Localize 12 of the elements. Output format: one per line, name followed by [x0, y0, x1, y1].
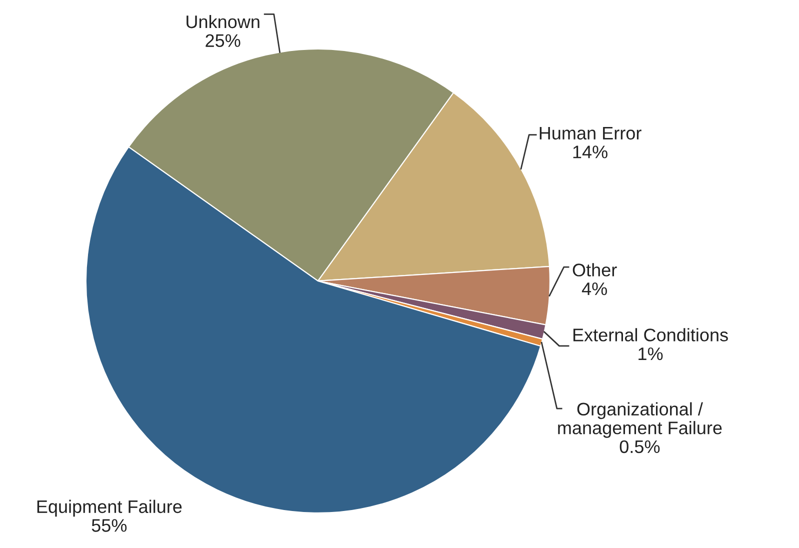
- slice-label: Other: [572, 263, 617, 276]
- slice-label: Unknown: [186, 14, 260, 28]
- slice-label: Human Error: [540, 126, 642, 140]
- slice-label: External Conditions: [573, 328, 728, 342]
- data-label: 1%: [638, 347, 663, 360]
- slice-label: Equipment Failure: [37, 500, 182, 517]
- data-label: 0.5%: [620, 440, 660, 454]
- data-label: 55%: [92, 519, 127, 532]
- slice-label: Organizational / management Failure: [558, 402, 722, 438]
- data-label: 14%: [573, 146, 608, 158]
- data-label: 25%: [206, 34, 240, 47]
- data-label: 4%: [582, 282, 607, 296]
